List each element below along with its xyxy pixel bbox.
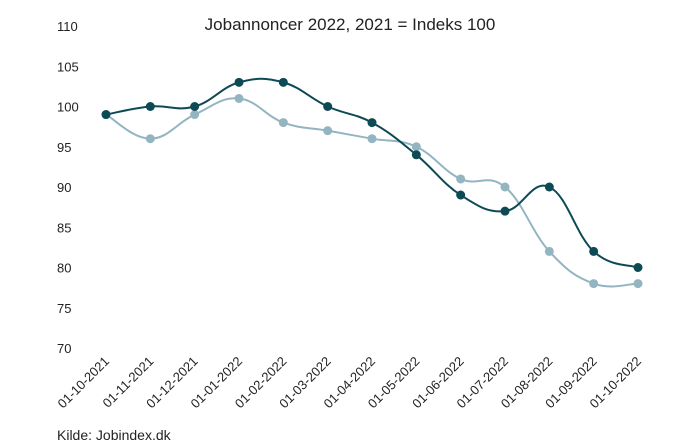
- source-note: Kilde: Jobindex.dk: [57, 427, 171, 443]
- data-point-series-1: [190, 102, 200, 111]
- data-point-series-1: [234, 77, 244, 87]
- series-line-1: [105, 77, 639, 269]
- data-point-series-2: [323, 126, 333, 136]
- data-point-series-2: [633, 279, 643, 289]
- data-point-series-1: [411, 150, 421, 160]
- data-point-series-2: [500, 182, 510, 192]
- chart-title: Jobannoncer 2022, 2021 = Indeks 100: [205, 15, 496, 34]
- data-point-series-1: [323, 102, 333, 111]
- data-point-series-1: [101, 110, 111, 120]
- data-point-series-1: [589, 246, 599, 256]
- data-point-series-1: [544, 182, 554, 192]
- data-point-series-1: [367, 118, 377, 128]
- data-point-series-2: [367, 134, 377, 144]
- data-point-series-2: [411, 142, 421, 152]
- y-tick-label: 75: [57, 301, 71, 316]
- data-point-series-2: [544, 246, 554, 256]
- y-tick-label: 110: [57, 19, 78, 34]
- y-tick-label: 70: [57, 341, 71, 356]
- data-point-series-2: [234, 93, 244, 103]
- series-lines: [105, 77, 639, 288]
- y-tick-label: 95: [57, 140, 71, 155]
- y-tick-label: 90: [57, 180, 71, 195]
- data-point-series-2: [456, 174, 466, 184]
- series-points: [101, 77, 643, 289]
- data-point-series-2: [278, 118, 288, 128]
- data-point-series-1: [278, 77, 288, 87]
- y-tick-label: 105: [57, 59, 79, 74]
- data-point-series-2: [589, 279, 599, 289]
- data-point-series-2: [190, 110, 200, 120]
- y-tick-label: 85: [57, 220, 71, 235]
- data-point-series-1: [456, 190, 466, 200]
- y-tick-label: 80: [57, 261, 71, 276]
- y-tick-label: 100: [57, 100, 79, 115]
- data-point-series-2: [145, 134, 155, 144]
- x-axis: 01-10-202101-11-202101-12-202101-01-2022…: [54, 354, 644, 412]
- data-point-series-1: [500, 206, 510, 216]
- y-axis: 70 75 80 85 90 95 100 105 110: [57, 19, 79, 356]
- data-point-series-1: [633, 263, 643, 272]
- data-point-series-1: [145, 102, 155, 111]
